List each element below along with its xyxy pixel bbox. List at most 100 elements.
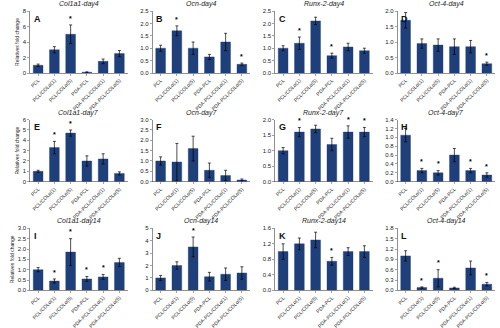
svg-text:PDA-PCL: PDA-PCL <box>437 295 457 315</box>
svg-text:1.5: 1.5 <box>140 148 149 154</box>
svg-text:PCL: PCL <box>274 295 285 306</box>
svg-text:0.4: 0.4 <box>263 272 272 278</box>
svg-text:3.0: 3.0 <box>140 117 149 123</box>
svg-text:1.5: 1.5 <box>385 24 394 30</box>
svg-text:5: 5 <box>23 127 27 133</box>
svg-text:2.0: 2.0 <box>140 21 149 27</box>
svg-text:0.0: 0.0 <box>263 287 272 293</box>
svg-text:1.0: 1.0 <box>263 45 272 51</box>
svg-text:*: * <box>53 269 56 276</box>
svg-text:PDA-PCL/COLα(1): PDA-PCL/COLα(1) <box>316 77 350 111</box>
svg-text:Runx-2-day4: Runx-2-day4 <box>304 0 344 8</box>
svg-text:0.5: 0.5 <box>140 168 149 174</box>
svg-text:*: * <box>69 228 72 235</box>
svg-text:PCL: PCL <box>397 295 408 306</box>
svg-text:2.0: 2.0 <box>263 117 272 123</box>
svg-text:PDA-PCL/COLα(5): PDA-PCL/COLα(5) <box>333 294 367 328</box>
svg-text:2.5: 2.5 <box>140 8 149 14</box>
svg-text:*: * <box>485 52 488 59</box>
svg-text:2.5: 2.5 <box>18 236 27 242</box>
svg-text:0.4: 0.4 <box>385 161 394 167</box>
svg-text:Relatives fold change: Relatives fold change <box>9 235 15 283</box>
svg-text:2.0: 2.0 <box>18 246 27 252</box>
svg-text:1.4: 1.4 <box>385 117 394 123</box>
svg-text:PCL/COLα(5): PCL/COLα(5) <box>292 294 318 320</box>
svg-text:PCL: PCL <box>397 186 408 197</box>
svg-text:*: * <box>330 43 333 50</box>
svg-text:1.5: 1.5 <box>263 132 272 138</box>
svg-text:PDA-PCL: PDA-PCL <box>437 186 457 206</box>
svg-text:1.0: 1.0 <box>140 45 149 51</box>
svg-text:PDA-PCL/COLα(1): PDA-PCL/COLα(1) <box>71 294 105 328</box>
svg-text:Relatives fold change: Relatives fold change <box>14 127 20 175</box>
svg-text:4: 4 <box>23 137 27 143</box>
svg-text:PCL/COLα(1): PCL/COLα(1) <box>276 77 302 103</box>
svg-text:PDA-PCL/COLα(5): PDA-PCL/COLα(5) <box>333 77 367 111</box>
svg-text:*: * <box>363 117 366 124</box>
svg-text:0.5: 0.5 <box>140 58 149 64</box>
svg-text:G: G <box>279 122 286 132</box>
svg-text:2: 2 <box>23 55 27 61</box>
svg-text:0.6: 0.6 <box>385 152 394 158</box>
svg-text:Oct-4-day7: Oct-4-day7 <box>428 109 464 117</box>
svg-text:0.0: 0.0 <box>18 287 27 293</box>
svg-text:1.0: 1.0 <box>263 148 272 154</box>
svg-text:PDA-PCL/COLα(5): PDA-PCL/COLα(5) <box>455 77 489 111</box>
svg-text:1.2: 1.2 <box>385 126 394 132</box>
svg-text:*: * <box>420 277 423 284</box>
svg-text:2.0: 2.0 <box>140 137 149 143</box>
svg-text:0.0: 0.0 <box>385 70 394 76</box>
svg-text:PCL/COLα(5): PCL/COLα(5) <box>170 186 196 212</box>
svg-text:PCL: PCL <box>397 77 408 88</box>
svg-text:1.6: 1.6 <box>263 225 272 231</box>
svg-text:PDA-PCL/COLα(5): PDA-PCL/COLα(5) <box>210 294 244 328</box>
svg-text:E: E <box>34 122 40 132</box>
svg-text:PCL/COLα(1): PCL/COLα(1) <box>31 294 57 320</box>
svg-text:2.5: 2.5 <box>263 8 272 14</box>
svg-text:0.5: 0.5 <box>263 58 272 64</box>
svg-text:A: A <box>34 14 41 24</box>
svg-text:4: 4 <box>145 238 149 244</box>
svg-text:*: * <box>85 266 88 273</box>
svg-text:0.0: 0.0 <box>263 70 272 76</box>
svg-text:Ocn-day14: Ocn-day14 <box>184 217 218 225</box>
svg-text:0.6: 0.6 <box>385 267 394 273</box>
svg-text:6: 6 <box>23 24 27 30</box>
svg-text:PDA-PCL/COLα(1): PDA-PCL/COLα(1) <box>194 77 228 111</box>
svg-text:PCL/COLα(5): PCL/COLα(5) <box>415 77 441 103</box>
svg-text:PDA-PCL: PDA-PCL <box>315 295 335 315</box>
svg-text:*: * <box>437 259 440 266</box>
svg-text:0.0: 0.0 <box>140 179 149 185</box>
svg-text:PDA-PCL/COLα(5): PDA-PCL/COLα(5) <box>455 186 489 220</box>
svg-text:Runx-2-day14: Runx-2-day14 <box>302 217 346 225</box>
svg-text:0.3: 0.3 <box>385 277 394 283</box>
svg-text:5: 5 <box>145 225 149 231</box>
svg-text:Col1a1-day14: Col1a1-day14 <box>57 217 101 225</box>
svg-text:3: 3 <box>23 148 27 154</box>
svg-text:0.2: 0.2 <box>385 170 394 176</box>
svg-text:B: B <box>156 14 163 24</box>
svg-text:PCL/COLα(5): PCL/COLα(5) <box>292 186 318 212</box>
svg-text:2.0: 2.0 <box>263 21 272 27</box>
svg-text:D: D <box>401 14 408 24</box>
svg-text:PDA-PCL/COLα(1): PDA-PCL/COLα(1) <box>194 186 228 220</box>
svg-text:PCL: PCL <box>29 295 40 306</box>
svg-text:PDA-PCL/COLα(1): PDA-PCL/COLα(1) <box>316 294 350 328</box>
svg-text:PDA-PCL: PDA-PCL <box>70 295 90 315</box>
svg-text:1: 1 <box>145 275 149 281</box>
svg-text:PDA-PCL: PDA-PCL <box>70 77 90 97</box>
svg-text:*: * <box>469 158 472 165</box>
svg-text:0.8: 0.8 <box>263 256 272 262</box>
svg-text:PCL: PCL <box>29 77 40 88</box>
svg-text:PCL/COLα(1): PCL/COLα(1) <box>399 186 425 212</box>
svg-text:PCL/COLα(1): PCL/COLα(1) <box>276 186 302 212</box>
svg-text:PCL/COLα(5): PCL/COLα(5) <box>170 77 196 103</box>
svg-text:1.8: 1.8 <box>385 225 394 231</box>
svg-text:PCL/COLα(1): PCL/COLα(1) <box>154 186 180 212</box>
svg-text:Oct-4-day4: Oct-4-day4 <box>429 0 464 8</box>
svg-text:PCL/COLα(1): PCL/COLα(1) <box>31 186 57 212</box>
svg-text:PDA-PCL/COLα(5): PDA-PCL/COLα(5) <box>210 186 244 220</box>
svg-text:0: 0 <box>145 287 149 293</box>
svg-text:*: * <box>240 53 243 60</box>
svg-text:*: * <box>298 117 301 124</box>
